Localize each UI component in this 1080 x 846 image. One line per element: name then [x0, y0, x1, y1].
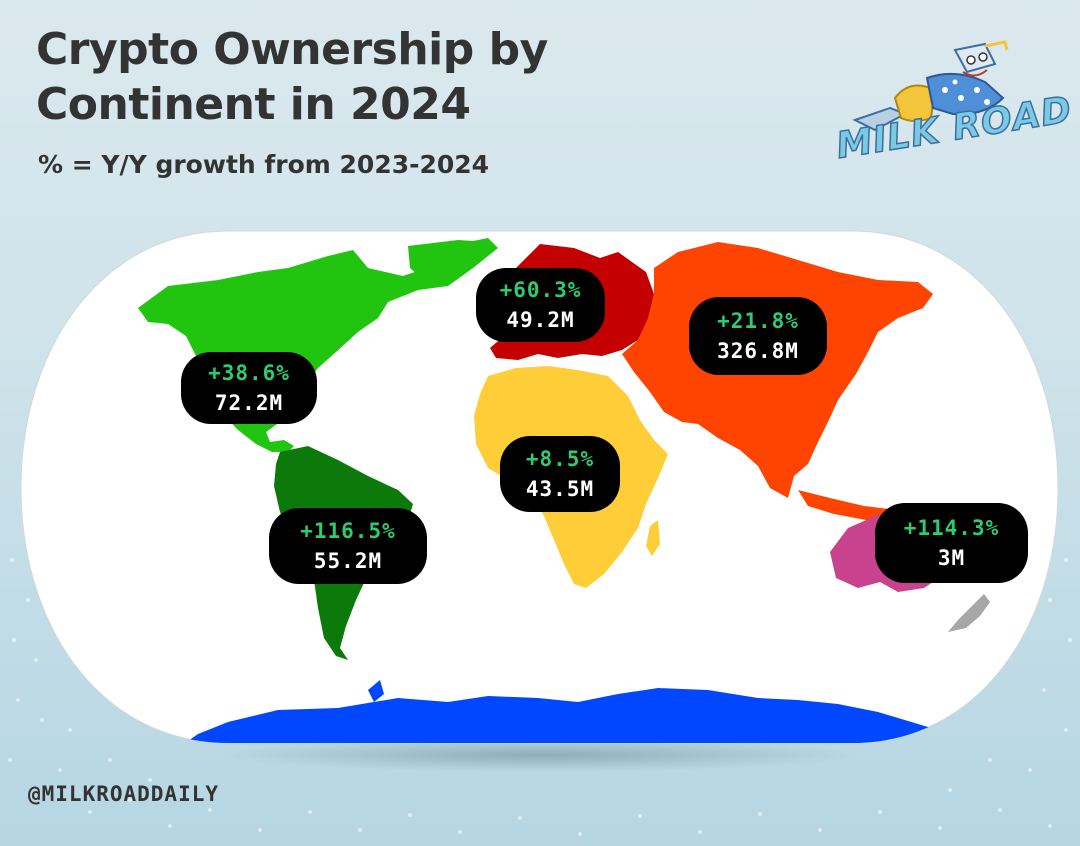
owner-count: 49.2M — [506, 308, 575, 332]
page-title: Crypto Ownership by Continent in 2024 — [36, 22, 548, 132]
growth-value: +60.3% — [499, 278, 582, 302]
region-label-north-america: +38.6% 72.2M — [181, 352, 317, 424]
alaska-region — [138, 288, 193, 318]
growth-value: +21.8% — [717, 309, 799, 333]
social-handle: @MILKROADDAILY — [28, 782, 220, 806]
growth-value: +114.3% — [903, 516, 1000, 540]
growth-value: +8.5% — [525, 447, 595, 471]
owner-count: 326.8M — [717, 339, 799, 363]
antarctica-region — [178, 688, 958, 743]
growth-value: +116.5% — [300, 519, 396, 543]
antarctic-peninsula — [368, 680, 384, 702]
region-label-europe: +60.3% 49.2M — [476, 268, 605, 342]
owner-count: 3M — [937, 546, 966, 570]
title-line-2: Continent in 2024 — [36, 79, 471, 130]
new-zealand-region — [948, 594, 990, 632]
title-line-1: Crypto Ownership by — [36, 24, 548, 75]
owner-count: 43.5M — [525, 477, 595, 501]
madagascar-region — [646, 520, 660, 556]
growth-value: +38.6% — [208, 361, 290, 385]
owner-count: 55.2M — [313, 549, 383, 573]
region-label-asia: +21.8% 326.8M — [689, 297, 827, 375]
subtitle: % = Y/Y growth from 2023-2024 — [38, 150, 490, 179]
region-label-africa: +8.5% 43.5M — [500, 436, 620, 512]
milk-road-logo: MILK ROAD — [833, 38, 1075, 178]
map-shadow — [220, 738, 860, 772]
owner-count: 72.2M — [214, 391, 284, 415]
region-label-oceania: +114.3% 3M — [875, 503, 1028, 583]
milk-carton-mascot-icon — [852, 40, 1009, 132]
region-label-south-america: +116.5% 55.2M — [269, 508, 427, 584]
greenland-region — [408, 240, 490, 284]
